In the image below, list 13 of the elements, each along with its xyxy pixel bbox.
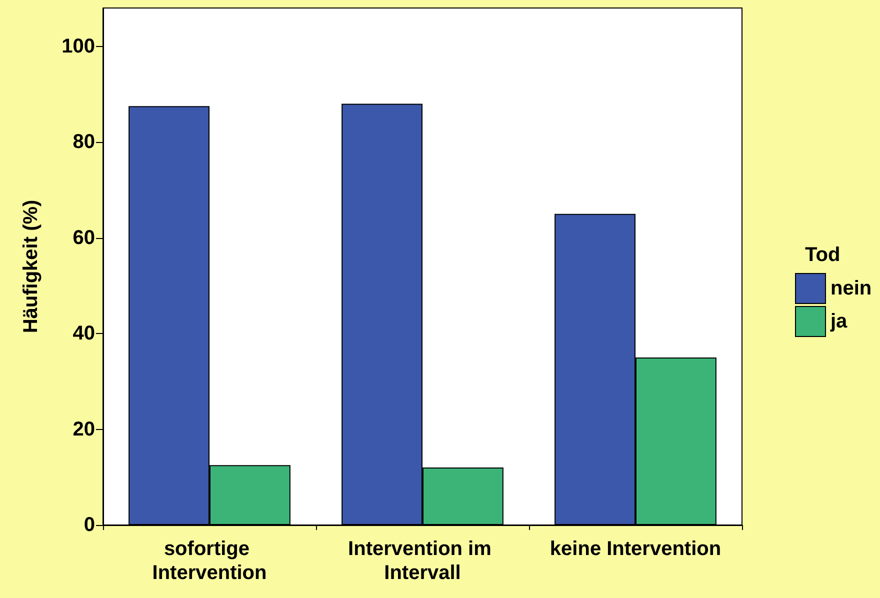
y-tick-label: 80 [72,131,95,154]
y-axis-title: Häufigkeit (%) [20,200,42,334]
x-tick-label: sofortige Intervention [152,538,267,584]
legend-label: nein [830,278,872,300]
legend-title: Tod [805,244,840,266]
y-tick-label: 0 [84,514,95,536]
x-tick-label: keine Intervention [550,538,722,560]
legend-label: ja [830,310,848,332]
y-tick-label: 40 [72,322,95,345]
x-tick-label: Intervention im Intervall [348,538,497,584]
y-tick-label: 20 [72,418,95,440]
y-tick-label: 60 [72,226,95,249]
y-tick-label: 100 [62,35,95,58]
